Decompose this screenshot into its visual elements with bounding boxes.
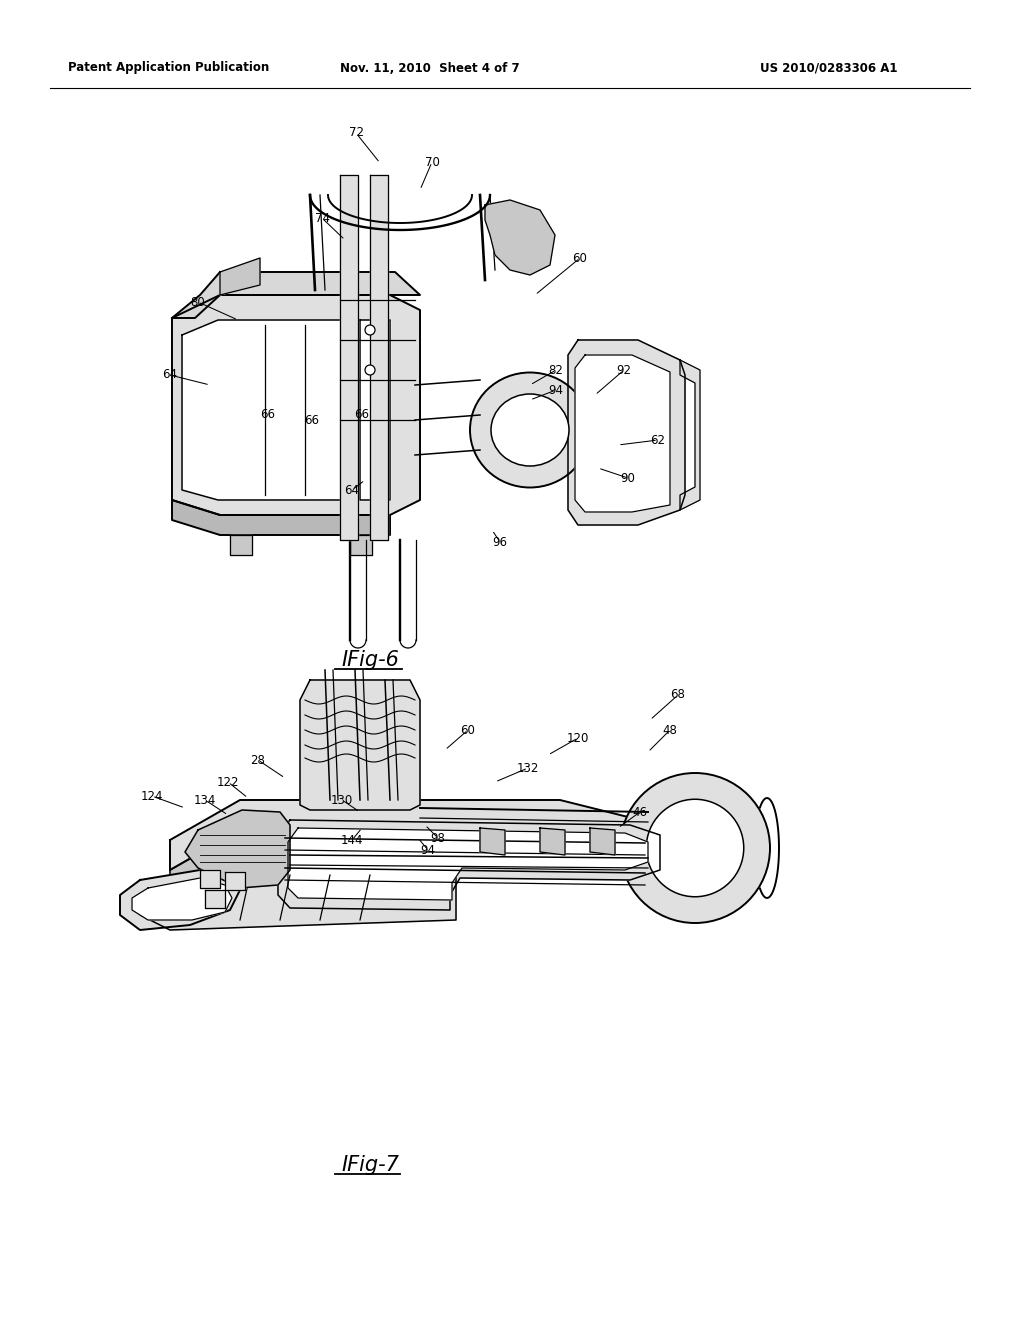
Text: 122: 122 xyxy=(217,776,240,788)
Text: 134: 134 xyxy=(194,793,216,807)
Polygon shape xyxy=(350,535,372,554)
Polygon shape xyxy=(278,820,660,909)
Polygon shape xyxy=(340,176,358,540)
Polygon shape xyxy=(370,176,388,540)
Text: US 2010/0283306 A1: US 2010/0283306 A1 xyxy=(760,62,897,74)
Polygon shape xyxy=(225,873,245,890)
Polygon shape xyxy=(120,870,240,931)
Polygon shape xyxy=(300,680,420,810)
Polygon shape xyxy=(575,355,670,512)
Text: 124: 124 xyxy=(140,789,163,803)
Text: 72: 72 xyxy=(348,127,364,140)
Circle shape xyxy=(365,366,375,375)
Text: 94: 94 xyxy=(421,843,435,857)
Text: 64: 64 xyxy=(344,483,359,496)
Text: Nov. 11, 2010  Sheet 4 of 7: Nov. 11, 2010 Sheet 4 of 7 xyxy=(340,62,520,74)
Text: IFig-7: IFig-7 xyxy=(341,1155,399,1175)
Polygon shape xyxy=(205,890,225,908)
Text: 96: 96 xyxy=(493,536,508,549)
Polygon shape xyxy=(485,201,555,275)
Text: 82: 82 xyxy=(549,363,563,376)
Text: IFig-6: IFig-6 xyxy=(341,649,399,671)
Text: 46: 46 xyxy=(633,805,647,818)
Text: 66: 66 xyxy=(220,413,236,426)
Polygon shape xyxy=(230,535,252,554)
Text: 66: 66 xyxy=(275,413,291,426)
Text: 66: 66 xyxy=(304,413,319,426)
Text: 60: 60 xyxy=(461,723,475,737)
Polygon shape xyxy=(568,341,685,525)
Polygon shape xyxy=(172,294,420,515)
Text: 62: 62 xyxy=(650,433,666,446)
Polygon shape xyxy=(590,828,615,855)
Circle shape xyxy=(365,325,375,335)
Polygon shape xyxy=(185,810,290,888)
Ellipse shape xyxy=(620,774,770,923)
Text: 132: 132 xyxy=(517,762,540,775)
Text: 130: 130 xyxy=(331,793,353,807)
Polygon shape xyxy=(170,800,720,870)
Ellipse shape xyxy=(646,799,743,896)
Ellipse shape xyxy=(470,372,590,487)
Text: 144: 144 xyxy=(341,833,364,846)
Text: Patent Application Publication: Patent Application Publication xyxy=(68,62,269,74)
Text: 66: 66 xyxy=(362,413,378,426)
Polygon shape xyxy=(360,319,390,500)
Text: 92: 92 xyxy=(616,363,632,376)
Text: 120: 120 xyxy=(567,731,589,744)
Polygon shape xyxy=(480,828,505,855)
Polygon shape xyxy=(172,500,390,535)
Text: 66: 66 xyxy=(354,408,370,421)
Text: 48: 48 xyxy=(663,723,678,737)
Polygon shape xyxy=(220,257,260,294)
Polygon shape xyxy=(132,878,232,920)
Polygon shape xyxy=(170,830,240,900)
Text: 70: 70 xyxy=(425,156,439,169)
Polygon shape xyxy=(140,862,456,931)
Text: 68: 68 xyxy=(671,689,685,701)
Text: 66: 66 xyxy=(260,408,275,421)
Ellipse shape xyxy=(490,393,569,466)
Text: 90: 90 xyxy=(621,471,636,484)
Text: 80: 80 xyxy=(190,296,206,309)
Text: 74: 74 xyxy=(314,211,330,224)
Polygon shape xyxy=(680,360,700,510)
Text: 94: 94 xyxy=(549,384,563,396)
Text: 64: 64 xyxy=(163,368,177,381)
Polygon shape xyxy=(540,828,565,855)
Polygon shape xyxy=(200,870,220,888)
Polygon shape xyxy=(182,319,348,500)
Text: 60: 60 xyxy=(572,252,588,264)
Polygon shape xyxy=(172,272,420,318)
Text: 98: 98 xyxy=(430,832,445,845)
Text: 28: 28 xyxy=(251,754,265,767)
Polygon shape xyxy=(288,828,648,900)
